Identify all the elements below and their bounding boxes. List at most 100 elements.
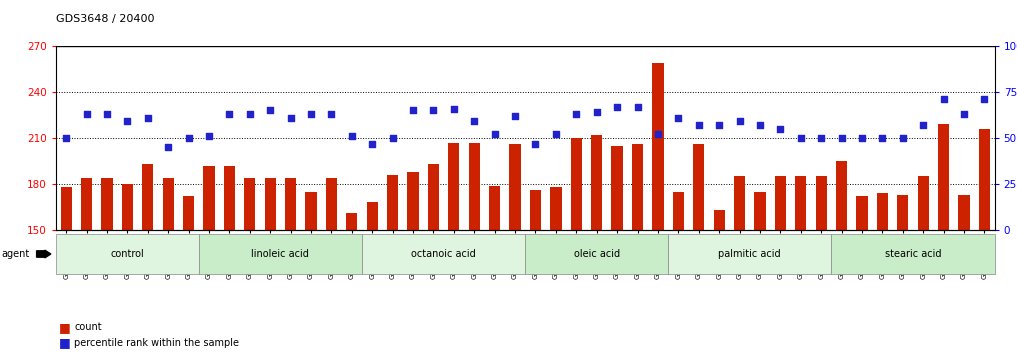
Point	[139, 115, 156, 121]
Bar	[510, 144, 521, 230]
Point	[670, 115, 686, 121]
Bar	[755, 192, 766, 230]
Text: control: control	[111, 249, 144, 259]
Bar	[387, 175, 399, 230]
Point	[772, 126, 788, 132]
Point	[160, 144, 176, 150]
Bar	[428, 164, 439, 230]
Bar	[366, 202, 378, 230]
Point	[976, 97, 993, 102]
Bar	[836, 161, 847, 230]
Bar	[816, 176, 827, 230]
Point	[405, 108, 421, 113]
Bar	[550, 187, 561, 230]
Point	[323, 111, 340, 117]
Bar	[56, 234, 198, 274]
Bar	[448, 143, 460, 230]
Text: count: count	[74, 322, 102, 332]
Bar	[264, 178, 276, 230]
Point	[200, 133, 217, 139]
Bar	[362, 234, 525, 274]
Bar	[632, 144, 643, 230]
Bar	[285, 178, 296, 230]
Bar	[734, 176, 745, 230]
Bar	[346, 213, 357, 230]
Point	[609, 104, 625, 110]
Bar	[938, 124, 949, 230]
Point	[506, 113, 523, 119]
Point	[222, 111, 238, 117]
Text: oleic acid: oleic acid	[574, 249, 619, 259]
Point	[486, 132, 502, 137]
Bar	[408, 172, 419, 230]
Bar	[142, 164, 154, 230]
Point	[630, 104, 646, 110]
Bar	[163, 178, 174, 230]
Point	[384, 135, 401, 141]
Point	[58, 135, 74, 141]
Bar	[795, 176, 806, 230]
Bar	[183, 196, 194, 230]
Point	[854, 135, 871, 141]
Bar	[652, 63, 663, 230]
Point	[445, 106, 462, 112]
Text: percentile rank within the sample: percentile rank within the sample	[74, 338, 239, 348]
Bar	[694, 144, 705, 230]
Bar	[469, 143, 480, 230]
Point	[956, 111, 972, 117]
Point	[78, 111, 95, 117]
Bar	[591, 135, 602, 230]
Point	[425, 108, 441, 113]
Point	[834, 135, 850, 141]
Point	[650, 132, 666, 137]
Bar	[530, 190, 541, 230]
Point	[466, 119, 482, 124]
Text: stearic acid: stearic acid	[885, 249, 942, 259]
Point	[813, 135, 829, 141]
Bar	[917, 176, 929, 230]
Point	[548, 132, 564, 137]
Bar	[958, 195, 969, 230]
Bar	[611, 146, 622, 230]
Point	[283, 115, 299, 121]
Point	[915, 122, 932, 128]
Point	[344, 133, 360, 139]
Bar	[325, 178, 337, 230]
Text: ■: ■	[59, 321, 71, 334]
Bar	[897, 195, 908, 230]
Point	[364, 141, 380, 147]
Point	[895, 135, 911, 141]
Bar	[526, 234, 668, 274]
Bar	[122, 184, 133, 230]
Text: octanoic acid: octanoic acid	[411, 249, 476, 259]
Bar	[61, 187, 72, 230]
Point	[711, 122, 727, 128]
Bar	[102, 178, 113, 230]
Bar	[856, 196, 868, 230]
Bar	[81, 178, 93, 230]
Point	[99, 111, 115, 117]
Point	[528, 141, 544, 147]
Bar	[831, 234, 995, 274]
Bar	[714, 210, 725, 230]
Point	[242, 111, 258, 117]
Bar	[224, 166, 235, 230]
Text: agent: agent	[1, 249, 29, 259]
Text: palmitic acid: palmitic acid	[718, 249, 781, 259]
Bar	[244, 178, 255, 230]
Bar	[668, 234, 831, 274]
Point	[691, 122, 707, 128]
Point	[589, 109, 605, 115]
Bar	[775, 176, 786, 230]
Point	[792, 135, 809, 141]
Bar	[203, 166, 215, 230]
Bar	[877, 193, 888, 230]
Point	[569, 111, 585, 117]
Point	[180, 135, 196, 141]
Point	[119, 119, 135, 124]
Point	[262, 108, 279, 113]
Point	[731, 119, 747, 124]
Point	[875, 135, 891, 141]
Point	[936, 97, 952, 102]
Bar	[672, 192, 684, 230]
